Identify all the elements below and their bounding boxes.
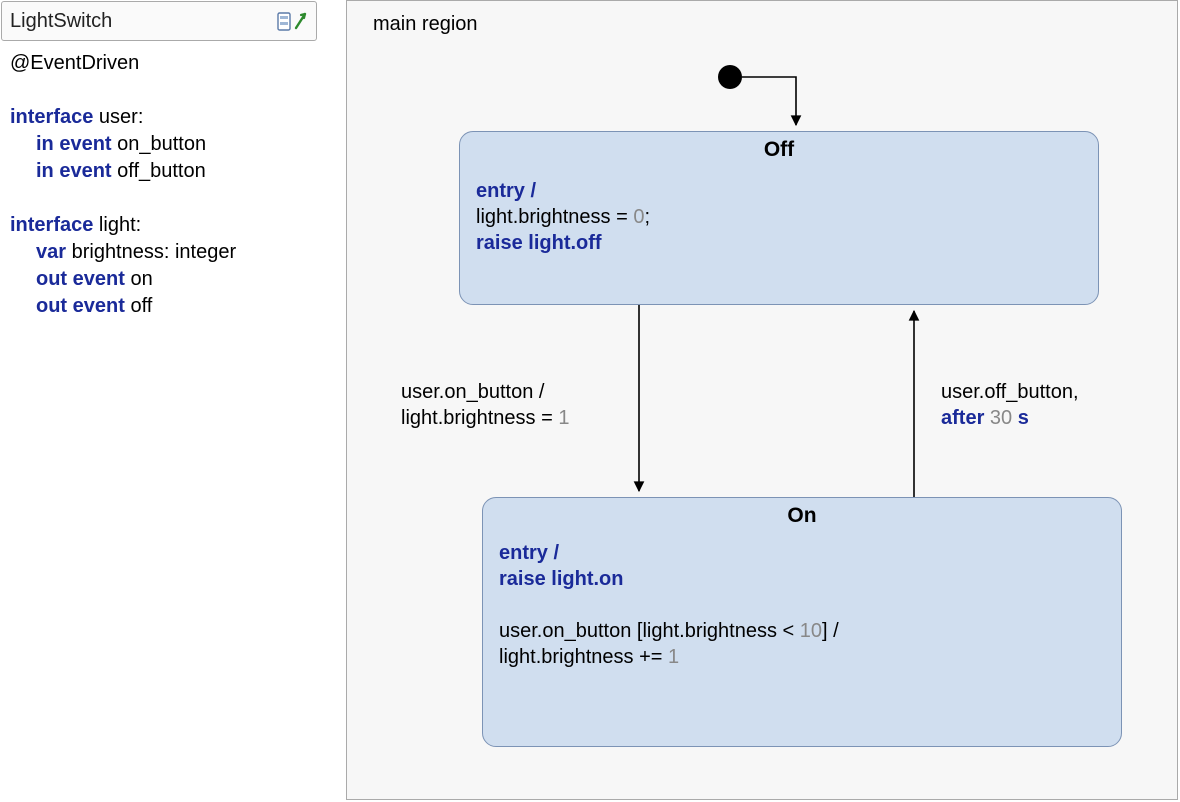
panel-title: LightSwitch [10, 10, 276, 33]
definition-text-area[interactable]: @EventDriveninterface user:in event on_b… [10, 50, 236, 320]
transition-label-on-to-off: user.off_button,after 30 s [941, 379, 1079, 431]
panel-icons [276, 10, 308, 32]
state-node-off[interactable]: Off entry /light.brightness = 0;raise li… [459, 131, 1099, 305]
state-body-on: entry /raise light.on user.on_button [li… [499, 540, 839, 670]
statechart-file-icon [276, 10, 294, 32]
region-label: main region [373, 13, 478, 36]
link-icon [294, 10, 308, 32]
state-node-on[interactable]: On entry /raise light.on user.on_button … [482, 497, 1122, 747]
statechart-canvas[interactable]: main region Off entry /light.brightness … [346, 0, 1178, 800]
definition-panel-header: LightSwitch [1, 1, 317, 41]
state-title-on: On [483, 498, 1121, 528]
transition-label-off-to-on: user.on_button /light.brightness = 1 [401, 379, 569, 431]
state-title-off: Off [460, 132, 1098, 162]
state-body-off: entry /light.brightness = 0;raise light.… [476, 178, 650, 256]
